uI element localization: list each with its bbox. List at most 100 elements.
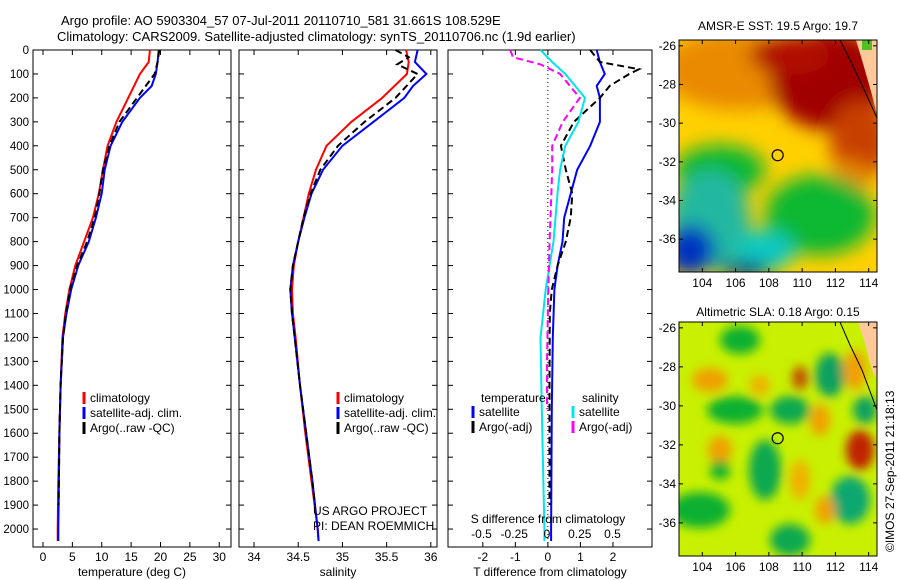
x-tick-label: 20 (154, 550, 168, 564)
legend-label: climatology (344, 391, 404, 405)
x-tick-label: 35.5 (375, 550, 399, 564)
x-tick-label: 15 (124, 550, 138, 564)
x-tick-label: 112 (826, 560, 845, 574)
y-tick-label: -36 (659, 232, 677, 246)
series-line-t-satellite (550, 49, 606, 541)
x-tick-label: 34 (247, 550, 261, 564)
x-tick-label: 114 (859, 560, 878, 574)
y-tick-label: -26 (659, 39, 677, 53)
y-tick-label: 300 (10, 117, 29, 129)
series-line-t-argo-adj- (548, 49, 643, 506)
x-tick-label: 34.5 (287, 550, 311, 564)
y-tick-label: 700 (10, 213, 29, 225)
x-axis-label: salinity (320, 565, 357, 579)
y-tick-label: -32 (659, 155, 677, 169)
legend-label: satellite-adj. clim. (344, 406, 436, 420)
x-tick-label: 108 (759, 560, 779, 574)
x-tick-label: 104 (692, 276, 712, 290)
legend-title-salinity: salinity (582, 391, 619, 405)
x-tick-label: 25 (183, 550, 197, 564)
s-axis-label: S difference from climatology (471, 512, 626, 526)
x-tick-label: 106 (726, 276, 746, 290)
x-tick-label: 110 (793, 276, 812, 290)
x-tick-label: 106 (726, 560, 746, 574)
y-tick-label: 600 (10, 189, 29, 201)
x-tick-label: 30 (213, 550, 227, 564)
y-tick-label: 200 (10, 93, 29, 105)
legend-label: satellite (479, 405, 520, 419)
y-tick-label: -26 (659, 321, 677, 335)
y-tick-label: -30 (659, 116, 677, 130)
legend-label: satellite (579, 405, 620, 419)
series-line-climatology (56, 49, 151, 541)
y-tick-label: -28 (659, 360, 677, 374)
pi-label: PI: DEAN ROEMMICH (313, 519, 434, 533)
y-tick-label: -36 (659, 516, 677, 530)
title-line-1: Argo profile: AO 5903304_57 07-Jul-2011 … (61, 13, 501, 28)
y-tick-label: 0 (23, 45, 29, 57)
x-axis-label: T difference from climatology (473, 565, 627, 579)
sst-map (678, 39, 878, 273)
series-line-argo-raw-qc- (57, 49, 161, 506)
x-tick-label: -1 (510, 550, 521, 564)
series-line-satellite-adj-clim- (57, 49, 160, 541)
x-tick-label: 110 (793, 560, 812, 574)
y-tick-label: 400 (10, 141, 29, 153)
series-line-satellite-adj-clim- (289, 49, 428, 542)
sst-map-title: AMSR-E SST: 19.5 Argo: 19.7 (698, 19, 858, 33)
x-tick-label: 35 (336, 550, 350, 564)
y-tick-label: -32 (659, 438, 677, 452)
x-tick-label: 114 (859, 276, 878, 290)
salinity-panel: 34 34.5 35 35.5 36 salinity climatologysatelli… (238, 49, 438, 579)
plot-frame (32, 49, 232, 548)
float-position-marker (771, 149, 784, 162)
series-line-argo-raw-qc- (289, 49, 420, 506)
sla-map-title: Altimetric SLA: 0.18 Argo: 0.15 (696, 305, 860, 319)
difference-panel: -2 -1 0 1 2T difference from climatology S di… (447, 49, 653, 579)
y-tick-label: 100 (10, 69, 29, 81)
y-tick-label: 800 (10, 237, 29, 249)
legend-label: satellite-adj. clim. (90, 406, 182, 420)
x-tick-label: 36 (424, 550, 438, 564)
x-tick-label: 2 (610, 550, 617, 564)
x-tick-label: 0 (40, 550, 47, 564)
plot-frame (238, 49, 438, 548)
x-tick-label: -2 (477, 550, 488, 564)
x-tick-label: 112 (826, 276, 845, 290)
y-tick-label: 1700 (3, 452, 29, 464)
s-tick-label: -0.25 (501, 527, 529, 541)
credit-label: ©IMOS 27-Sep-2011 21:18:13 (883, 390, 897, 552)
y-tick-label: -34 (659, 193, 677, 207)
legend-label: Argo(-adj) (579, 420, 632, 434)
x-tick-label: 104 (692, 560, 712, 574)
x-tick-label: 108 (759, 276, 779, 290)
y-tick-label: -28 (659, 77, 677, 91)
y-tick-label: -30 (659, 399, 677, 413)
sla-map (678, 321, 878, 557)
x-tick-label: 10 (95, 550, 109, 564)
plot-frame (447, 49, 653, 548)
legend-label: Argo(..raw -QC) (344, 421, 429, 435)
legend-title-temperature: temperature (481, 391, 546, 405)
series-line-s-argo-adj- (509, 49, 582, 410)
s-tick-label: 0.5 (604, 527, 621, 541)
y-tick-label: 1000 (3, 285, 29, 297)
legend-label: Argo(-adj) (479, 420, 532, 434)
sst-map-axes: 104 106 108 110 112 114 -26 -28 -30 -32 -34 -36 (659, 39, 879, 290)
series-line-s-satellite (539, 49, 587, 541)
y-tick-label: 1400 (3, 380, 29, 392)
s-tick-label: -0.5 (471, 527, 492, 541)
y-tick-label: 1200 (3, 332, 29, 344)
temperature-panel: 0100200300400500600700800900100011001200… (3, 45, 232, 579)
series-line-climatology (290, 49, 410, 542)
sla-map-axes: 104 106 108 110 112 114 -26 -28 -30 -32 -34 -36 (659, 321, 879, 574)
s-tick-label: 0 (544, 527, 551, 541)
x-axis-label: temperature (deg C) (78, 565, 186, 579)
y-tick-label: 900 (10, 261, 29, 273)
x-tick-label: 5 (69, 550, 76, 564)
legend-label: Argo(..raw -QC) (90, 421, 175, 435)
title-line-2: Climatology: CARS2009. Satellite-adjuste… (57, 29, 576, 44)
y-tick-label: 1800 (3, 476, 29, 488)
y-tick-label: -34 (659, 477, 677, 491)
